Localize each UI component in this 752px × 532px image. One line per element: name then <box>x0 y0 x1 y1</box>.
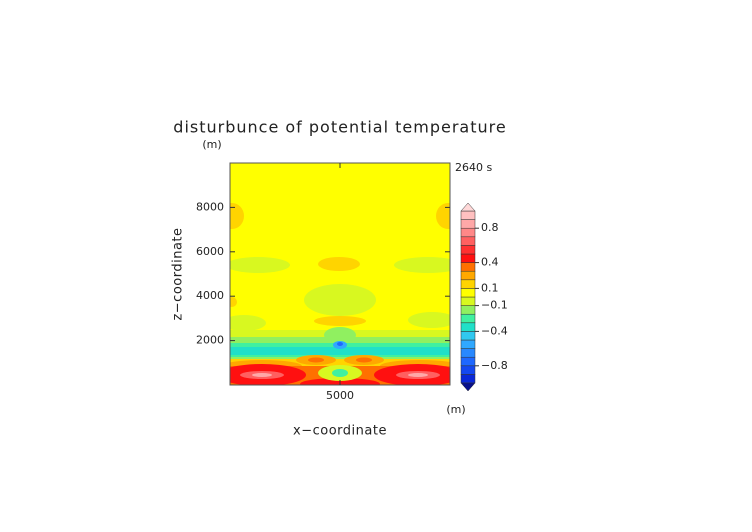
contour-region <box>324 327 356 343</box>
colorbar-tick-label: 0.8 <box>481 221 499 234</box>
colorbar-band <box>460 339 476 349</box>
colorbar-band <box>460 322 476 332</box>
y-axis-label: z−coordinate <box>171 227 186 320</box>
colorbar-band <box>460 331 476 341</box>
colorbar-band <box>460 356 476 367</box>
contour-region <box>230 315 266 331</box>
x-axis-label: x−coordinate <box>293 424 387 439</box>
contour-field <box>230 163 450 385</box>
contour-region <box>230 297 237 307</box>
contour-region <box>230 359 450 367</box>
contour-region <box>408 373 428 377</box>
colorbar-tick-label: 0.1 <box>481 281 499 294</box>
colorbar-band <box>460 210 476 220</box>
colorbar-band <box>460 253 476 263</box>
y-unit: (m) <box>202 138 221 151</box>
contour-region <box>252 373 272 377</box>
x-unit: (m) <box>446 403 465 416</box>
colorbar-tick-label: 0.4 <box>481 256 499 269</box>
contour-region <box>394 257 450 273</box>
x-tick-label: 5000 <box>326 389 354 402</box>
contour-region <box>356 357 372 363</box>
time-label: 2640 s <box>455 161 492 174</box>
contour-region <box>308 357 324 363</box>
colorbar-tick-label: −0.1 <box>481 299 508 312</box>
colorbar-band <box>460 245 476 255</box>
colorbar-band <box>460 305 476 315</box>
y-tick-label: 4000 <box>196 289 224 302</box>
colorbar-band <box>460 313 476 324</box>
y-tick-label: 2000 <box>196 334 224 347</box>
colorbar-over <box>460 202 476 212</box>
colorbar-band <box>460 227 476 238</box>
contour-region <box>408 312 450 328</box>
colorbar-band <box>460 262 476 272</box>
contour-region <box>230 203 244 229</box>
contour-region <box>314 316 366 326</box>
y-tick-label: 8000 <box>196 200 224 213</box>
contour-region <box>337 342 343 346</box>
contour-region <box>332 369 348 377</box>
colorbar-band <box>460 348 476 358</box>
colorbar-band <box>460 236 476 246</box>
contour-region <box>230 347 450 355</box>
colorbar-band <box>460 270 476 281</box>
colorbar-tick-label: −0.8 <box>481 359 508 372</box>
contour-region <box>230 257 290 273</box>
colorbar-under <box>460 382 476 392</box>
colorbar-band <box>460 365 476 375</box>
colorbar-band <box>460 219 476 229</box>
colorbar-tick-label: −0.4 <box>481 324 508 337</box>
y-tick-label: 6000 <box>196 245 224 258</box>
colorbar-band <box>460 279 476 289</box>
contour-region <box>318 257 360 271</box>
contour-region <box>304 284 376 316</box>
colorbar-band <box>460 374 476 384</box>
colorbar-band <box>460 296 476 306</box>
chart-title: disturbunce of potential temperature <box>173 118 506 137</box>
colorbar-band <box>460 288 476 298</box>
contour-region <box>436 203 450 229</box>
